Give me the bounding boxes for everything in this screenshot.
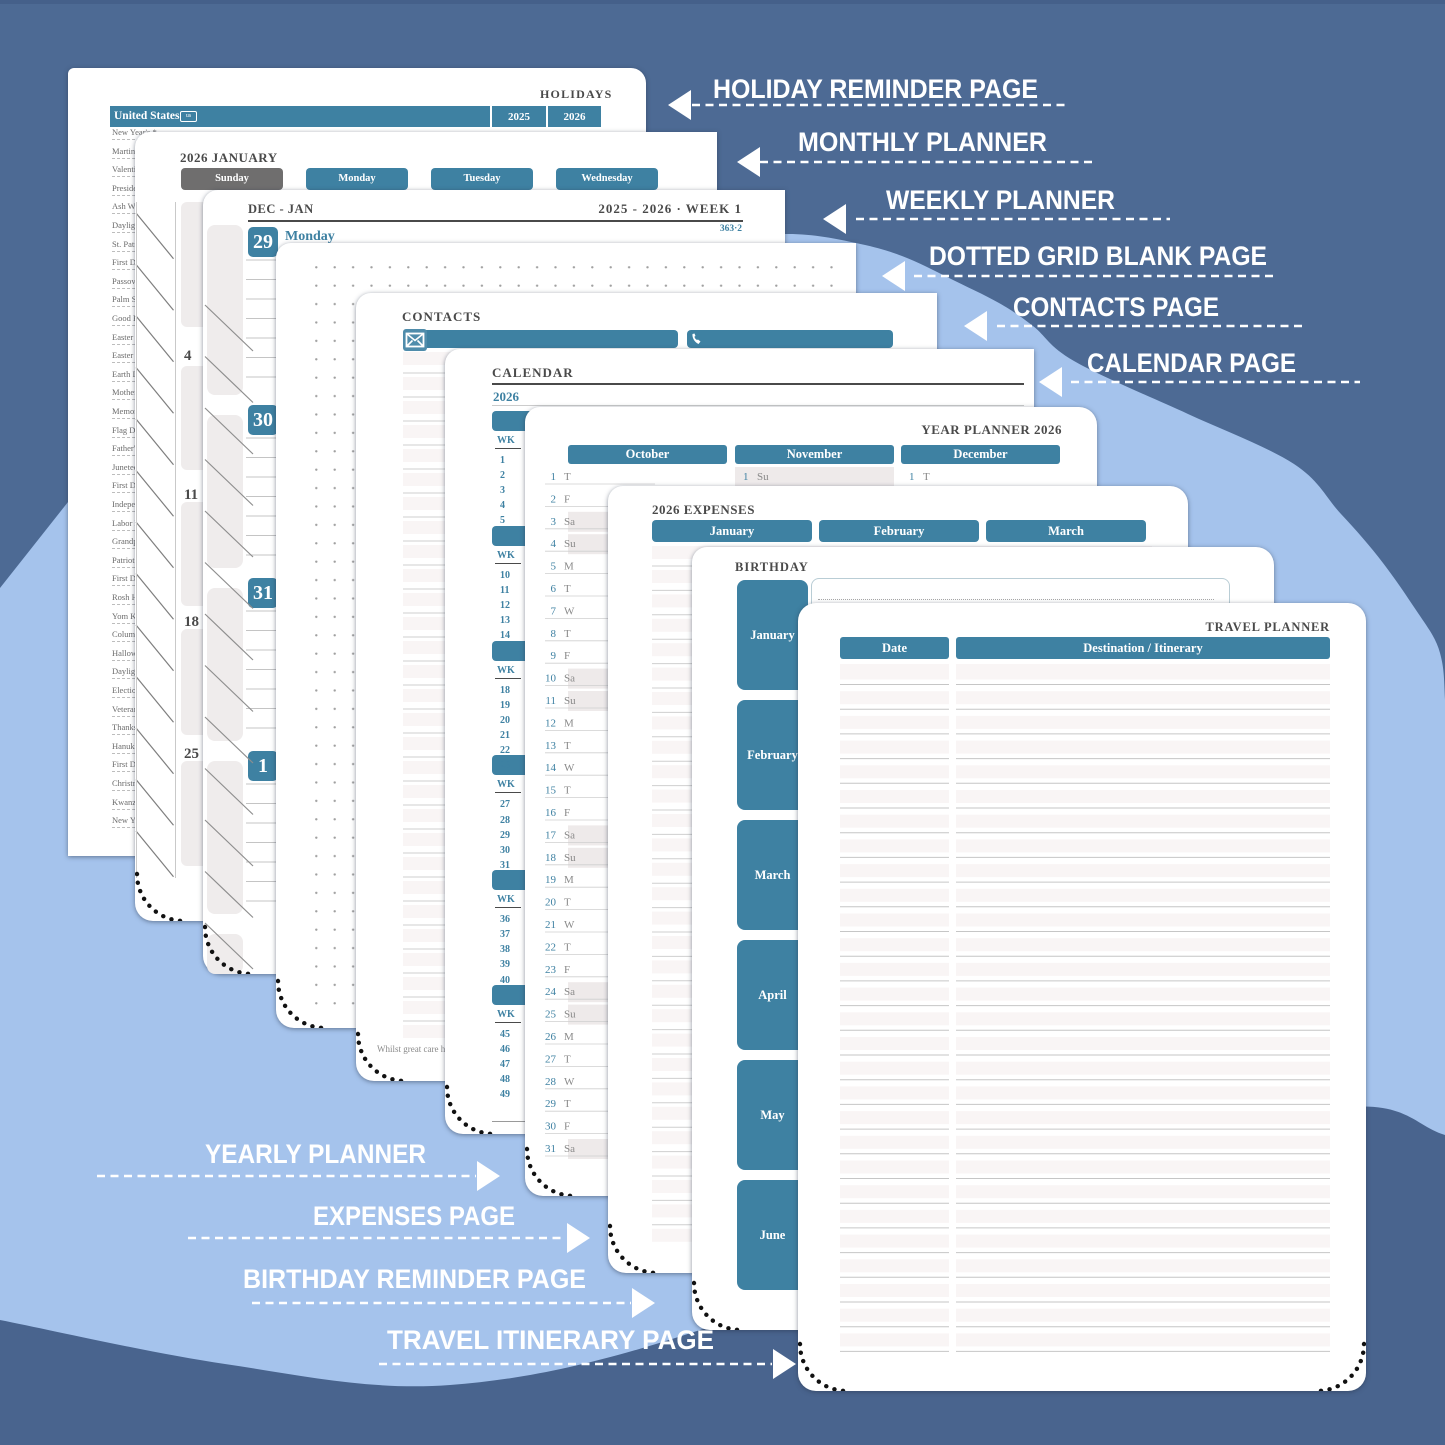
svg-text:12: 12 [545, 717, 556, 729]
svg-text:25: 25 [545, 1009, 557, 1021]
svg-text:F: F [564, 964, 570, 976]
svg-text:19: 19 [545, 874, 557, 886]
svg-text:15: 15 [545, 785, 557, 797]
svg-text:31: 31 [545, 1143, 556, 1155]
svg-text:Sa: Sa [564, 673, 575, 685]
svg-text:22: 22 [545, 941, 556, 953]
svg-text:F: F [564, 807, 570, 819]
svg-text:16: 16 [545, 807, 557, 819]
svg-text:13: 13 [545, 740, 557, 752]
svg-text:F: F [564, 1121, 570, 1133]
svg-text:Sa: Sa [564, 516, 575, 528]
svg-text:7: 7 [551, 605, 557, 617]
svg-text:T: T [564, 740, 571, 752]
svg-text:T: T [564, 1053, 571, 1065]
svg-text:14: 14 [545, 762, 557, 774]
svg-text:9: 9 [551, 650, 557, 662]
svg-text:10: 10 [545, 673, 557, 685]
svg-text:29: 29 [545, 1098, 557, 1110]
svg-text:1: 1 [743, 471, 749, 483]
svg-text:Su: Su [564, 852, 576, 864]
svg-text:18: 18 [545, 852, 557, 864]
svg-text:30: 30 [545, 1121, 557, 1133]
svg-text:17: 17 [545, 829, 557, 841]
svg-text:F: F [564, 493, 570, 505]
svg-text:W: W [564, 919, 575, 931]
svg-text:2: 2 [551, 493, 557, 505]
svg-text:Su: Su [564, 538, 576, 550]
svg-text:Sa: Sa [564, 1143, 575, 1155]
svg-text:21: 21 [545, 919, 556, 931]
svg-text:6: 6 [551, 583, 557, 595]
svg-text:1: 1 [909, 471, 915, 483]
svg-text:M: M [564, 1031, 574, 1043]
svg-text:1: 1 [551, 471, 557, 483]
svg-text:Su: Su [757, 471, 769, 483]
svg-text:Su: Su [564, 695, 576, 707]
svg-text:T: T [564, 785, 571, 797]
svg-text:W: W [564, 1076, 575, 1088]
svg-text:M: M [564, 717, 574, 729]
svg-text:11: 11 [545, 695, 556, 707]
svg-text:23: 23 [545, 964, 557, 976]
svg-text:T: T [564, 897, 571, 909]
svg-text:T: T [564, 1098, 571, 1110]
svg-text:26: 26 [545, 1031, 557, 1043]
svg-text:Sa: Sa [564, 829, 575, 841]
svg-text:T: T [923, 471, 930, 483]
svg-text:F: F [564, 650, 570, 662]
svg-text:5: 5 [551, 561, 557, 573]
svg-text:T: T [564, 941, 571, 953]
svg-text:8: 8 [551, 628, 557, 640]
svg-text:M: M [564, 874, 574, 886]
svg-text:3: 3 [551, 516, 557, 528]
svg-text:W: W [564, 762, 575, 774]
svg-text:T: T [564, 628, 571, 640]
svg-text:T: T [564, 583, 571, 595]
svg-text:T: T [564, 471, 571, 483]
svg-text:Sa: Sa [564, 986, 575, 998]
svg-text:24: 24 [545, 986, 557, 998]
svg-text:4: 4 [551, 538, 557, 550]
svg-text:M: M [564, 561, 574, 573]
svg-text:Su: Su [564, 1009, 576, 1021]
svg-text:W: W [564, 605, 575, 617]
svg-text:27: 27 [545, 1053, 557, 1065]
svg-text:20: 20 [545, 897, 557, 909]
svg-text:28: 28 [545, 1076, 557, 1088]
